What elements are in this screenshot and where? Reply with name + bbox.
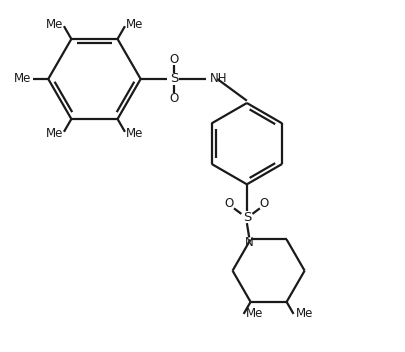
Text: Me: Me xyxy=(126,127,143,140)
Text: O: O xyxy=(259,197,269,210)
Text: Me: Me xyxy=(45,18,63,31)
Text: Me: Me xyxy=(14,73,32,86)
Text: O: O xyxy=(169,92,178,105)
Text: N: N xyxy=(244,237,253,250)
Text: Me: Me xyxy=(295,307,312,320)
Text: Me: Me xyxy=(45,127,63,140)
Text: S: S xyxy=(169,73,178,86)
Text: NH: NH xyxy=(209,73,226,86)
Text: O: O xyxy=(224,197,233,210)
Text: O: O xyxy=(169,53,178,66)
Text: Me: Me xyxy=(245,307,262,320)
Text: Me: Me xyxy=(126,18,143,31)
Text: S: S xyxy=(242,211,250,224)
